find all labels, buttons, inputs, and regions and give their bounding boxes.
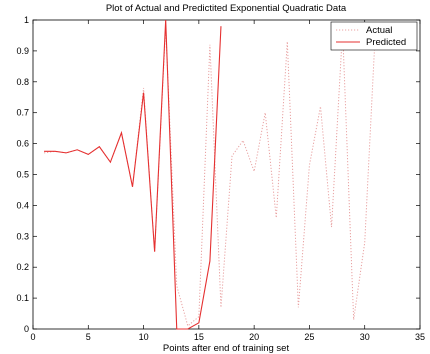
y-tick-label: 0.4 — [16, 200, 29, 210]
series-line-predicted — [44, 19, 222, 330]
chart-title: Plot of Actual and Predictited Exponenti… — [106, 3, 347, 14]
series-line-actual — [43, 23, 377, 327]
y-tick-label: 0 — [24, 324, 29, 334]
legend-box — [330, 21, 418, 51]
x-tick-label: 10 — [139, 332, 149, 342]
x-tick-label: 25 — [304, 332, 314, 342]
y-tick-label: 0.5 — [16, 170, 29, 180]
y-tick-label: 0.9 — [16, 46, 29, 56]
x-axis: 0 5 10 15 20 25 30 35 — [30, 20, 425, 342]
y-axis: 0 0.1 0.2 0.3 0.4 0.5 0.6 0.7 0.8 0.9 1 — [16, 15, 420, 334]
x-tick-label: 20 — [249, 332, 259, 342]
series-layer — [43, 19, 377, 330]
y-tick-label: 0.7 — [16, 108, 29, 118]
plot-area — [32, 19, 421, 330]
x-tick-label: 30 — [360, 332, 370, 342]
x-tick-label: 5 — [86, 332, 91, 342]
x-tick-label: 35 — [415, 332, 425, 342]
x-tick-label: 15 — [194, 332, 204, 342]
legend-label-actual: Actual — [366, 25, 392, 36]
y-tick-label: 0.2 — [16, 262, 29, 272]
y-tick-label: 0.6 — [16, 139, 29, 149]
legend-label-predicted: Predicted — [366, 37, 406, 48]
x-axis-label: Points after end of training set — [163, 343, 290, 354]
y-tick-label: 0.3 — [16, 231, 29, 241]
y-tick-label: 0.1 — [16, 293, 29, 303]
y-tick-label: 0.8 — [16, 77, 29, 87]
legend: Actual Predicted — [330, 21, 418, 51]
x-tick-label: 0 — [30, 332, 35, 342]
y-tick-label: 1 — [24, 15, 29, 25]
